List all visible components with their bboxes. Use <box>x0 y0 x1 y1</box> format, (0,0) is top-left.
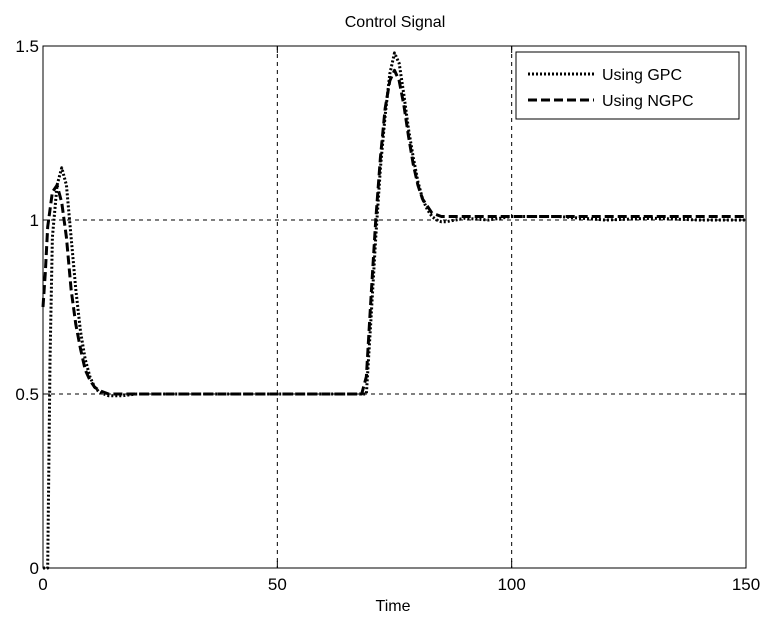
legend: Using GPC Using NGPC <box>515 51 740 120</box>
x-axis-ticks: 0 50 100 150 <box>38 46 760 594</box>
y-tick-label: 0.5 <box>15 385 39 404</box>
y-axis-ticks: 0 0.5 1 1.5 <box>15 37 746 578</box>
legend-box <box>515 51 740 120</box>
legend-label-gpc: Using GPC <box>602 67 682 84</box>
x-axis-label: Time <box>376 598 411 615</box>
y-tick-label: 0 <box>30 559 39 578</box>
series-group <box>41 51 746 570</box>
plot-frame <box>42 45 747 569</box>
series-line-gpc <box>43 51 746 570</box>
y-tick-label: 1 <box>30 211 39 230</box>
x-tick-label: 100 <box>497 575 525 594</box>
x-tick-label: 150 <box>732 575 760 594</box>
x-tick-label: 50 <box>268 575 287 594</box>
chart-title: Control Signal <box>345 14 446 31</box>
x-tick-label: 0 <box>38 575 47 594</box>
legend-label-ngpc: Using NGPC <box>602 93 694 110</box>
y-tick-label: 1.5 <box>15 37 39 56</box>
series-line-ngpc <box>41 68 746 396</box>
